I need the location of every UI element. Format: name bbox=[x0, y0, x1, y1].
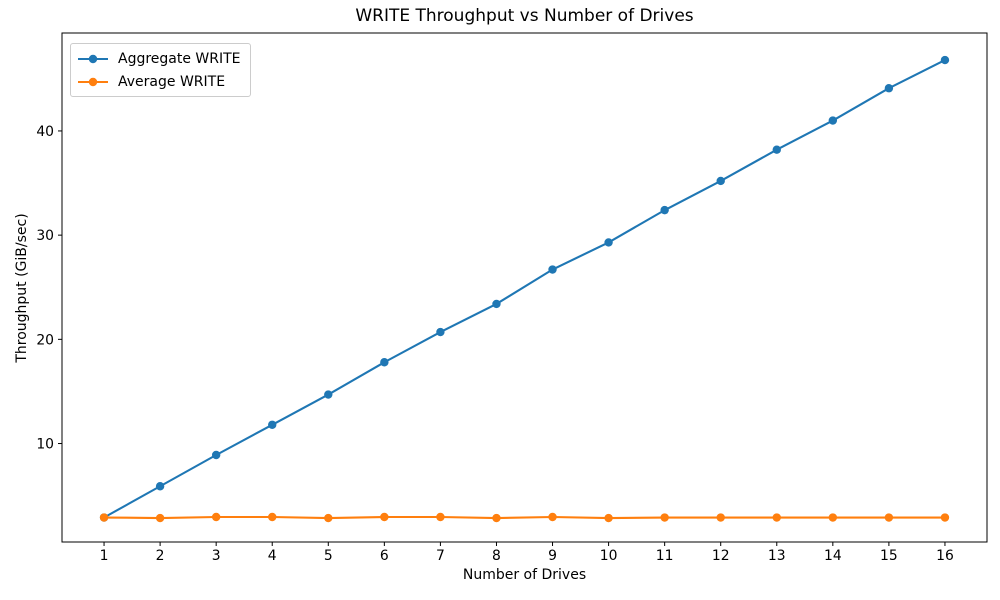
data-point-marker bbox=[604, 238, 613, 247]
x-tick-label: 15 bbox=[880, 548, 898, 564]
data-point-marker bbox=[155, 482, 165, 491]
data-point-marker bbox=[940, 55, 950, 65]
data-point-marker bbox=[436, 327, 445, 337]
x-tick-label: 8 bbox=[492, 548, 501, 564]
data-point-marker bbox=[828, 116, 838, 125]
data-point-marker bbox=[380, 512, 389, 522]
legend-item-label: Average WRITE bbox=[118, 73, 226, 90]
x-tick-label: 1 bbox=[100, 548, 109, 564]
x-tick-label: 12 bbox=[712, 548, 730, 564]
data-point-marker bbox=[660, 205, 669, 215]
data-point-marker bbox=[211, 512, 221, 522]
x-tick-label: 4 bbox=[268, 548, 277, 564]
series-line-average-write bbox=[104, 515, 945, 520]
series-line-aggregate-write bbox=[103, 59, 946, 519]
data-point-marker bbox=[436, 512, 445, 522]
x-tick-label: 10 bbox=[600, 548, 618, 564]
data-point-marker bbox=[604, 513, 613, 523]
y-tick-label: 10 bbox=[36, 437, 54, 453]
data-point-marker bbox=[548, 512, 557, 522]
x-tick-label: 6 bbox=[380, 548, 389, 564]
x-axis-label: Number of Drives bbox=[462, 567, 587, 583]
data-point-marker bbox=[884, 513, 894, 522]
y-tick-label: 20 bbox=[36, 332, 54, 348]
data-point-marker bbox=[828, 513, 838, 522]
data-point-marker bbox=[660, 513, 669, 522]
x-tick-label: 7 bbox=[436, 548, 445, 564]
x-tick-label: 5 bbox=[324, 548, 333, 564]
x-tick-label: 9 bbox=[548, 548, 557, 564]
data-point-marker bbox=[884, 84, 894, 93]
data-point-marker bbox=[772, 145, 781, 154]
data-point-marker bbox=[380, 358, 389, 367]
y-tick-label: 30 bbox=[36, 228, 54, 244]
x-tick-label: 14 bbox=[824, 548, 842, 564]
legend: Aggregate WRITE Average WRITE bbox=[70, 43, 251, 97]
x-tick-label: 16 bbox=[936, 548, 954, 564]
x-tick-label: 2 bbox=[156, 548, 165, 564]
legend-item-label: Aggregate WRITE bbox=[118, 50, 241, 67]
x-tick-label: 13 bbox=[768, 548, 786, 564]
legend-item: Aggregate WRITE bbox=[78, 49, 241, 68]
data-point-marker bbox=[716, 176, 725, 186]
legend-line-marker-icon bbox=[78, 77, 108, 86]
legend-item: Average WRITE bbox=[78, 72, 241, 91]
data-point-marker bbox=[211, 450, 221, 460]
data-point-marker bbox=[99, 513, 109, 522]
data-point-marker bbox=[268, 512, 277, 522]
data-point-marker bbox=[324, 513, 333, 523]
chart-title: WRITE Throughput vs Number of Drives bbox=[355, 6, 694, 26]
data-point-marker bbox=[716, 513, 725, 522]
data-point-marker bbox=[492, 299, 501, 309]
data-point-marker bbox=[155, 513, 165, 523]
data-point-marker bbox=[492, 513, 501, 523]
data-point-marker bbox=[772, 513, 781, 522]
plot-spines bbox=[61, 32, 988, 543]
data-point-marker bbox=[548, 265, 557, 274]
data-point-marker bbox=[940, 513, 950, 522]
y-axis-label: Throughput (GiB/sec) bbox=[14, 213, 30, 363]
x-tick-label: 11 bbox=[656, 548, 674, 564]
y-tick-label: 40 bbox=[36, 124, 54, 140]
data-point-marker bbox=[268, 420, 277, 429]
legend-line-marker-icon bbox=[78, 54, 108, 63]
data-point-marker bbox=[324, 390, 333, 399]
x-tick-label: 3 bbox=[212, 548, 221, 564]
